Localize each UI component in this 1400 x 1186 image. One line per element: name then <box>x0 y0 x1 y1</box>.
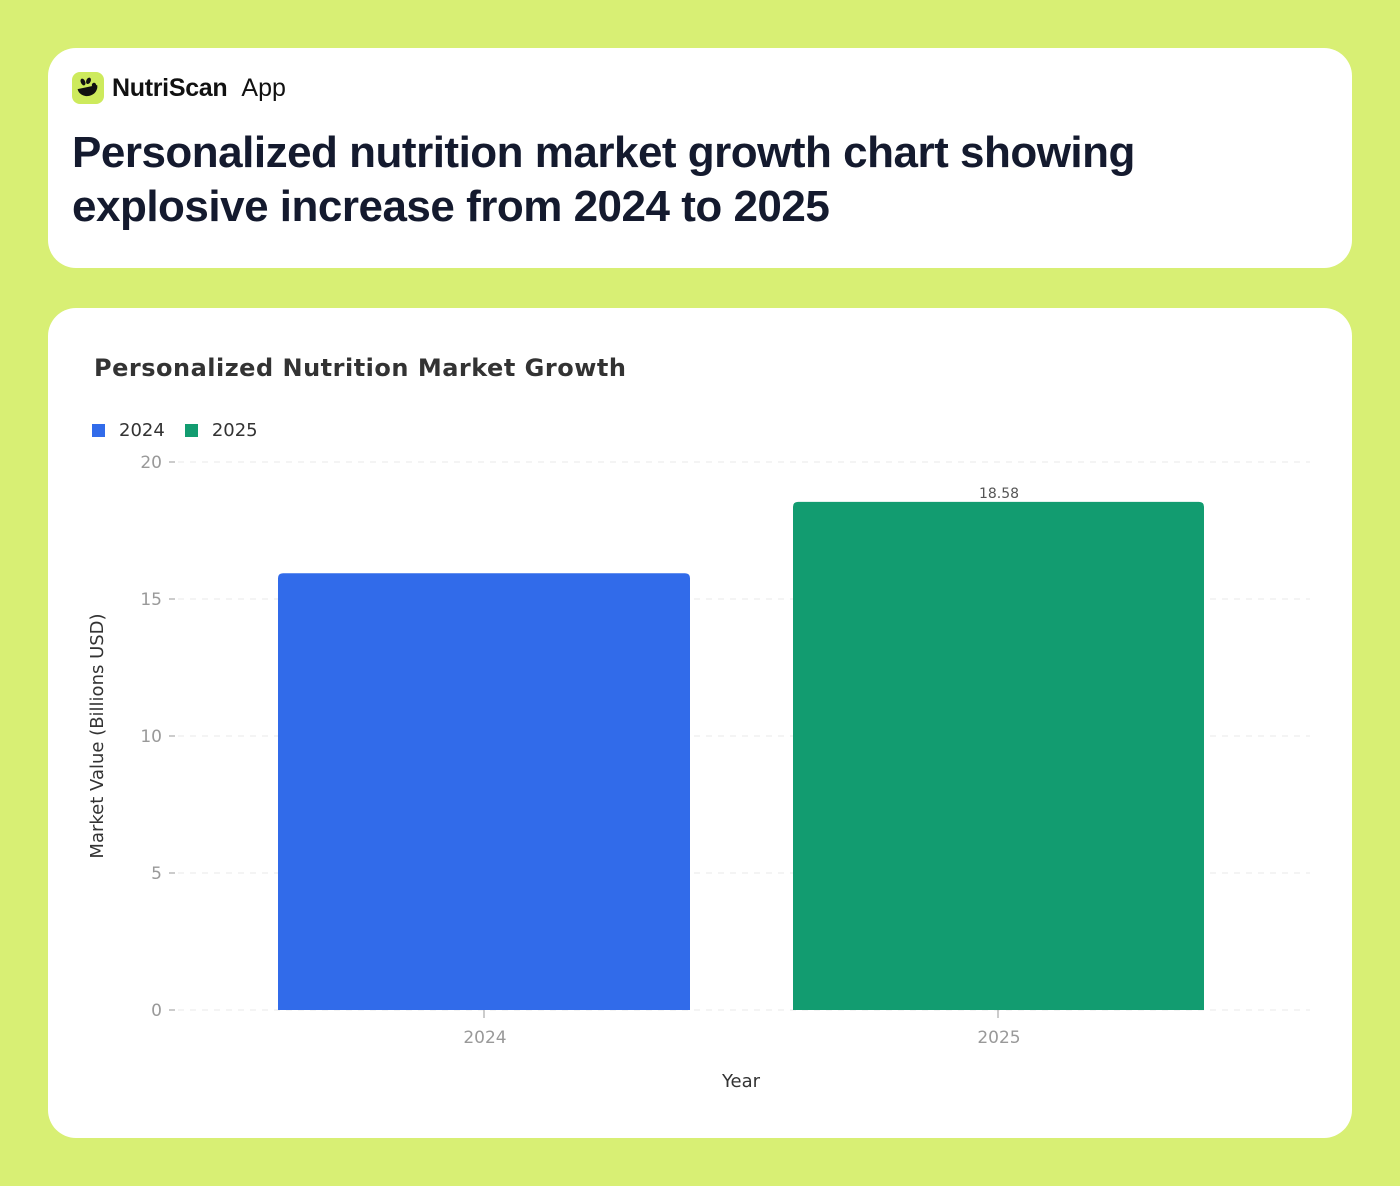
gridlines <box>178 461 1310 1011</box>
y-axis-title: Market Value (Billions USD) <box>87 613 108 858</box>
brand-suffix: App <box>241 73 286 102</box>
bar-2024[interactable] <box>278 573 690 1010</box>
x-tick-2025: 2025 <box>977 1028 1020 1048</box>
page-headline: Personalized nutrition market growth cha… <box>72 128 1135 231</box>
chart-title: Personalized Nutrition Market Growth <box>94 354 627 382</box>
bar-2025-value-label: 18.58 <box>979 486 1019 502</box>
y-tick-20: 20 <box>140 453 162 473</box>
header-card: NutriScan App Personalized nutrition mark… <box>48 48 1352 268</box>
legend-label-2024: 2024 <box>119 420 165 441</box>
legend-label-2025: 2025 <box>211 420 258 441</box>
legend-item-2024[interactable]: 2024 <box>92 420 165 441</box>
legend-item-2025[interactable]: 2025 <box>184 420 258 441</box>
y-tick-15: 15 <box>140 590 162 610</box>
bar-2025[interactable] <box>793 501 1204 1010</box>
x-axis-title: Year <box>721 1071 761 1092</box>
chart-card: Personalized Nutrition Market Growth 202… <box>48 308 1352 1138</box>
bar-chart-plot: 20 15 10 5 0 Market Value (Billions USD)… <box>87 453 1310 1092</box>
x-axis: 2024 2025 Year <box>463 1010 1021 1092</box>
chart-legend: 2024 2025 <box>92 420 278 441</box>
bowl-leaves-icon <box>72 72 104 104</box>
y-axis: 20 15 10 5 0 Market Value (Billions USD) <box>87 453 175 1021</box>
legend-swatch-2025 <box>184 424 198 437</box>
y-tick-0: 0 <box>151 1001 162 1021</box>
brand-name: NutriScan <box>112 73 228 102</box>
y-tick-10: 10 <box>140 727 162 747</box>
y-tick-5: 5 <box>151 864 162 884</box>
x-tick-2024: 2024 <box>463 1028 506 1048</box>
bars: 18.58 <box>278 486 1204 1010</box>
legend-swatch-2024 <box>92 424 105 437</box>
brand: NutriScan App <box>72 72 286 104</box>
